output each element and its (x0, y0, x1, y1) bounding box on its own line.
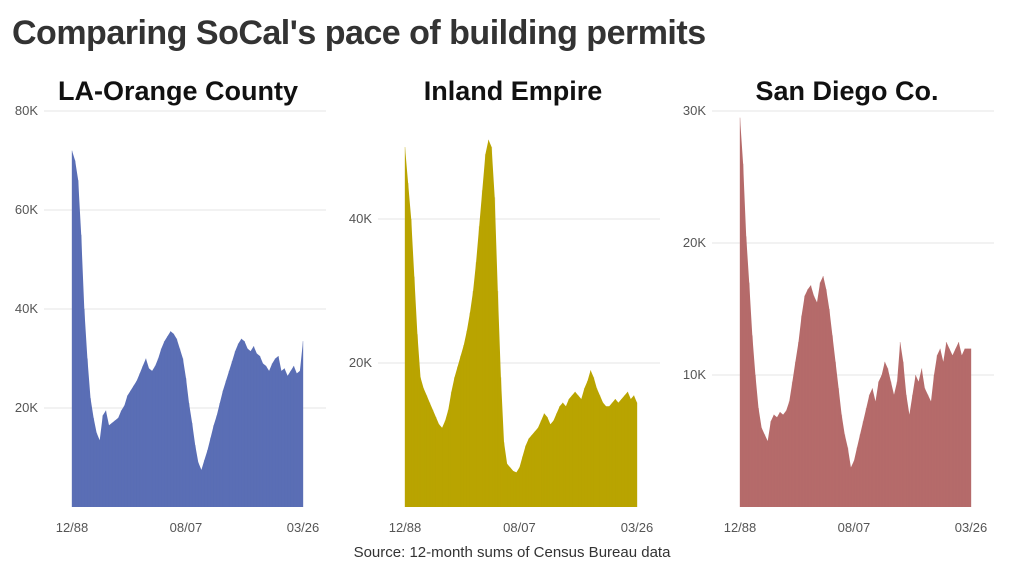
panel-title: Inland Empire (424, 76, 603, 106)
chart-panel-2: 20K 40K Inland Empire 12/88 08/07 03/26 (349, 76, 660, 535)
x-tick-label: 03/26 (287, 520, 320, 535)
y-tick-label: 60K (15, 202, 38, 217)
area-series (740, 117, 971, 507)
source-note: Source: 12-month sums of Census Bureau d… (353, 544, 671, 561)
main-title: Comparing SoCal's pace of building permi… (12, 14, 706, 52)
x-tick-label: 03/26 (955, 520, 988, 535)
x-tick-label: 08/07 (503, 520, 536, 535)
y-tick-label: 40K (349, 211, 372, 226)
x-tick-label: 03/26 (621, 520, 654, 535)
x-tick-label: 12/88 (389, 520, 422, 535)
y-tick-label: 20K (15, 400, 38, 415)
panel-title: San Diego Co. (755, 76, 938, 106)
area-series (72, 150, 303, 507)
x-tick-label: 12/88 (724, 520, 757, 535)
y-tick-label: 20K (349, 355, 372, 370)
y-tick-label: 30K (683, 103, 706, 118)
chart-panel-1: 20K 40K 60K 80K LA-Orange County 12/88 08/07 03… (15, 76, 326, 535)
panel-title: LA-Orange County (58, 76, 298, 106)
y-tick-label: 40K (15, 301, 38, 316)
x-tick-label: 08/07 (838, 520, 871, 535)
x-tick-label: 08/07 (170, 520, 203, 535)
area-series (405, 139, 637, 508)
y-tick-label: 10K (683, 367, 706, 382)
x-tick-label: 12/88 (56, 520, 89, 535)
y-tick-label: 20K (683, 235, 706, 250)
chart-panel-3: 10K 20K 30K San Diego Co. 12/88 08/07 03/26 (683, 76, 994, 535)
y-tick-label: 80K (15, 103, 38, 118)
